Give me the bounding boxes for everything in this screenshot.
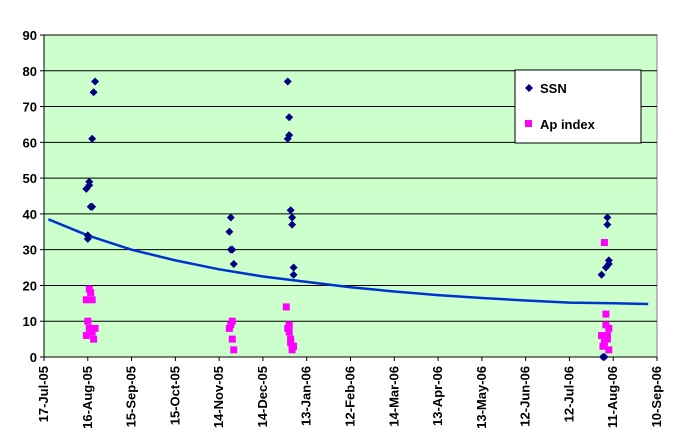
ap-index-point bbox=[91, 324, 99, 332]
legend-marker-ssn bbox=[525, 84, 533, 92]
legend-label-ssn: SSN bbox=[540, 81, 567, 96]
y-tick-label: 70 bbox=[23, 100, 37, 115]
x-tick-label: 11-Aug-06 bbox=[605, 366, 620, 428]
ap-index-point bbox=[225, 324, 233, 332]
ap-index-point bbox=[282, 303, 290, 311]
x-tick-label: 14-Nov-05 bbox=[211, 366, 226, 428]
legend-label-ap-index: Ap index bbox=[540, 117, 596, 132]
ap-index-point bbox=[90, 335, 98, 343]
ap-index-point bbox=[287, 335, 295, 343]
ssn-point bbox=[603, 213, 612, 222]
ssn-point bbox=[604, 259, 613, 268]
x-tick-label: 15-Oct-05 bbox=[167, 366, 182, 425]
ap-index-point bbox=[605, 324, 613, 332]
ap-index-point bbox=[228, 317, 236, 325]
x-tick-label: 12-Jun-06 bbox=[518, 366, 533, 427]
y-tick-label: 20 bbox=[23, 278, 37, 293]
x-tick-label: 12-Feb-06 bbox=[343, 366, 358, 427]
ap-index-point bbox=[284, 324, 292, 332]
x-tick-label: 17-Jul-05 bbox=[36, 366, 51, 422]
ssn-point bbox=[288, 213, 297, 222]
ssn-point bbox=[283, 77, 292, 86]
series-ssn bbox=[82, 77, 613, 361]
ssn-point bbox=[285, 113, 294, 122]
legend-marker-ap bbox=[525, 120, 532, 127]
ssn-point bbox=[88, 202, 97, 211]
ap-index-point bbox=[87, 289, 95, 297]
ssn-point bbox=[597, 270, 606, 279]
ap-index-point bbox=[600, 339, 608, 347]
legend-box bbox=[514, 69, 642, 144]
ssn-point bbox=[289, 263, 298, 272]
ap-index-point bbox=[602, 321, 610, 329]
x-tick-label: 16-Aug-05 bbox=[80, 366, 95, 429]
ssn-point bbox=[85, 181, 94, 190]
ap-index-point bbox=[288, 346, 296, 354]
series-ap-index bbox=[82, 239, 613, 354]
y-tick-label: 50 bbox=[23, 171, 37, 186]
y-tick-label: 80 bbox=[23, 64, 37, 79]
ap-index-point bbox=[285, 328, 293, 336]
x-tick-label: 15-Sep-05 bbox=[124, 366, 139, 427]
y-tick-label: 40 bbox=[23, 207, 37, 222]
y-tick-label: 90 bbox=[23, 28, 37, 43]
x-axis: 17-Jul-05 16-Aug-05 15-Sep-05 15-Oct-05 14-N… bbox=[36, 357, 664, 429]
ap-index-point bbox=[603, 332, 611, 340]
ap-index-point bbox=[287, 339, 295, 347]
ssn-point bbox=[225, 227, 234, 236]
ap-index-point bbox=[598, 332, 606, 340]
trendline bbox=[47, 218, 649, 306]
ssn-point bbox=[603, 220, 612, 229]
x-tick-label: 10-Sep-06 bbox=[649, 366, 664, 427]
ap-index-point bbox=[82, 332, 90, 340]
x-tick-label: 14-Dec-05 bbox=[255, 366, 270, 427]
y-tick-label: 30 bbox=[23, 243, 37, 258]
x-tick-label: 14-Mar-06 bbox=[386, 366, 401, 427]
ssn-point bbox=[600, 353, 609, 361]
ap-index-point bbox=[84, 317, 92, 325]
ap-index-point bbox=[230, 346, 238, 354]
ssn-point bbox=[89, 88, 98, 97]
ap-index-point bbox=[228, 335, 236, 343]
ap-index-point bbox=[603, 335, 611, 343]
ssn-point bbox=[229, 259, 238, 268]
ap-index-point bbox=[285, 321, 293, 329]
y-axis: 0 10 20 30 40 50 60 70 80 90 bbox=[23, 28, 44, 365]
x-tick-label: 13-Apr-06 bbox=[430, 366, 445, 426]
ssn-point bbox=[289, 270, 298, 279]
ssn-point bbox=[83, 231, 92, 240]
x-tick-label: 12-Jul-06 bbox=[561, 366, 576, 422]
ssn-point bbox=[228, 245, 237, 254]
ap-index-point bbox=[605, 346, 613, 354]
ap-index-point bbox=[227, 321, 235, 329]
ap-index-point bbox=[85, 324, 93, 332]
ssn-point bbox=[91, 77, 100, 86]
ap-index-point bbox=[88, 328, 96, 336]
ap-index-point bbox=[85, 285, 93, 293]
legend: SSN Ap index bbox=[514, 69, 642, 144]
ap-index-point bbox=[88, 296, 96, 304]
ssn-point bbox=[226, 213, 235, 222]
y-tick-label: 10 bbox=[23, 314, 37, 329]
ap-index-point bbox=[600, 239, 608, 247]
ap-index-point bbox=[599, 342, 607, 350]
x-tick-label: 13-Jan-06 bbox=[299, 366, 314, 426]
ssn-point bbox=[286, 206, 295, 215]
ssn-point bbox=[285, 131, 294, 140]
x-tick-label: 13-May-06 bbox=[474, 366, 489, 429]
ssn-point bbox=[88, 134, 97, 143]
ssn-point bbox=[288, 220, 297, 229]
y-tick-label: 60 bbox=[23, 135, 37, 150]
ap-index-point bbox=[290, 342, 298, 350]
ap-index-point bbox=[82, 296, 90, 304]
ap-index-point bbox=[602, 310, 610, 318]
y-tick-label: 0 bbox=[30, 350, 37, 365]
